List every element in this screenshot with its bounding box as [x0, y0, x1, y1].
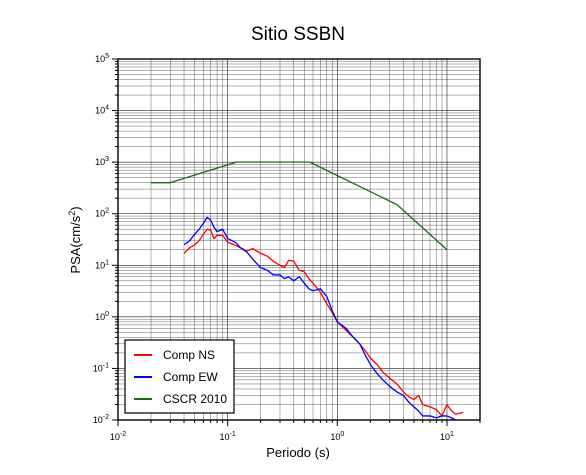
legend-items: Comp NS Comp EW CSCR 2010 [134, 348, 227, 406]
x-tick-labels: 10-2 10-1 100 101 [110, 431, 454, 442]
y-tick-label: 105 [95, 53, 109, 64]
series-line-comp-ns [183, 228, 464, 417]
y-tick-label: 101 [95, 259, 109, 270]
data-series [151, 161, 464, 421]
series-line-cscr-2010 [151, 161, 448, 251]
x-tick-label: 100 [330, 431, 344, 442]
y-tick-label: 103 [95, 156, 109, 167]
y-tick-label: 100 [95, 311, 109, 322]
y-tick-label: 10-1 [93, 362, 109, 373]
y-axis-label: PSA(cm/s2) [67, 206, 83, 273]
x-axis-label: Periodo (s) [266, 445, 330, 460]
x-tick-label: 10-1 [220, 431, 236, 442]
plot-frame [117, 58, 481, 421]
y-tick-label: 10-2 [93, 414, 109, 425]
legend-label: CSCR 2010 [163, 392, 227, 406]
x-tick-label: 10-2 [110, 431, 126, 442]
y-axis-label-exp: 2 [67, 211, 77, 216]
x-tick-label: 101 [440, 431, 454, 442]
y-axis-label-prefix: PSA(cm/s [68, 215, 83, 273]
y-tick-labels: 10-2 10-1 100 101 102 103 104 105 [93, 53, 109, 425]
y-tick-label: 104 [95, 105, 109, 116]
y-axis-label-suffix: ) [68, 206, 83, 210]
legend-label: Comp EW [163, 370, 218, 384]
y-tick-label: 102 [95, 208, 109, 219]
chart-title: Sitio SSBN [251, 24, 345, 45]
legend-label: Comp NS [163, 348, 215, 362]
series-line-comp-ew [183, 216, 456, 421]
axis-ticks [112, 58, 481, 426]
legend: Comp NS Comp EW CSCR 2010 [124, 339, 235, 414]
